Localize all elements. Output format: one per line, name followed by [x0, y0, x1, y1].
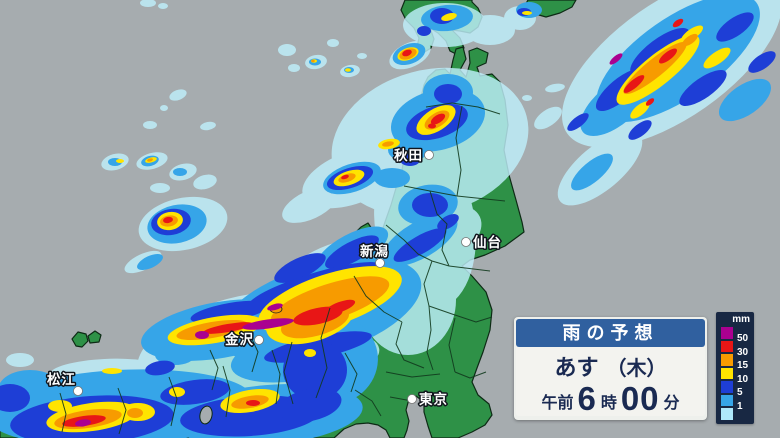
legend-value-10: 10	[737, 373, 749, 385]
city-tokyo: 東京	[407, 390, 449, 409]
niigata-label: 新潟	[360, 243, 389, 259]
city-markers: 秋田 仙台 新潟 金沢 松江 東京	[46, 146, 503, 409]
legend-unit: mm	[732, 314, 750, 325]
akita-dot	[424, 150, 434, 160]
legend-value-50: 50	[737, 333, 749, 344]
kanazawa-label: 金沢	[224, 331, 254, 347]
time-minute: 00	[620, 380, 660, 417]
rain-level-50mm	[62, 18, 684, 427]
weekday-text: （木）	[606, 358, 667, 380]
prefecture-borders	[59, 102, 506, 435]
legend-swatch-over50	[721, 327, 733, 339]
rain-level-over50mm	[75, 53, 623, 427]
lake-biwa	[199, 405, 213, 425]
legend-value-5: 5	[737, 387, 743, 398]
city-kanazawa: 金沢	[223, 330, 264, 349]
time-period: 午前	[541, 395, 574, 412]
forecast-day: あす （木）	[516, 347, 705, 382]
niigata-dot	[375, 258, 385, 268]
legend-value-30: 30	[737, 346, 749, 358]
panel-body: あす （木） 午前 6 時 00 分	[516, 347, 705, 416]
sendai-dot	[461, 237, 471, 247]
matsue-label: 松江	[47, 371, 76, 387]
city-niigata: 新潟	[359, 242, 390, 268]
tokyo-label: 東京	[419, 391, 448, 407]
panel-title: 雨の予想	[516, 319, 705, 347]
akita-label: 秋田	[394, 147, 423, 163]
legend-value-1: 1	[737, 400, 743, 412]
day-text: あす	[554, 355, 599, 380]
sendai-label: 仙台	[473, 234, 502, 250]
legend-swatch-1	[721, 408, 733, 420]
time-hour: 6	[577, 380, 597, 417]
city-akita: 秋田	[393, 146, 434, 165]
legend-swatch-10	[721, 381, 733, 393]
legend-swatch-15	[721, 367, 733, 379]
time-minute-unit: 分	[663, 395, 680, 412]
matsue-dot	[73, 386, 83, 396]
legend-swatch-30	[721, 354, 733, 366]
precip-legend: mm 50 30 15 10 5 1	[716, 312, 754, 424]
tokyo-dot	[407, 394, 417, 404]
time-hour-unit: 時	[600, 395, 617, 412]
kanazawa-dot	[254, 335, 264, 345]
forecast-time: 午前 6 時 00 分	[516, 382, 705, 418]
legend-swatch-50	[721, 340, 733, 352]
city-sendai: 仙台	[461, 233, 503, 252]
legend-value-15: 15	[737, 360, 749, 371]
legend-swatch-5	[721, 394, 733, 406]
city-matsue: 松江	[46, 370, 83, 396]
forecast-info-panel: 雨の予想 あす （木） 午前 6 時 00 分	[514, 317, 707, 420]
